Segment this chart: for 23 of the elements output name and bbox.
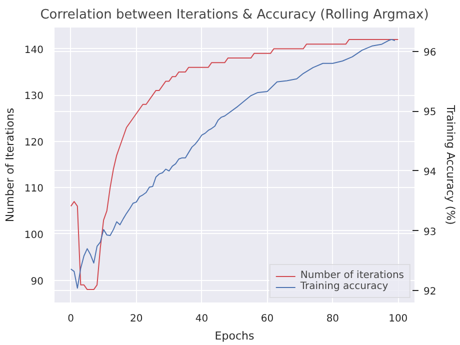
- y-tick-label: 90: [30, 276, 44, 288]
- y-tick-label: 120: [24, 137, 44, 148]
- y2-axis-title: Training Accuracy (%): [444, 104, 458, 225]
- y-tick-label: 110: [24, 184, 44, 195]
- y-tick-label: 130: [24, 91, 44, 102]
- x-tick-label: 40: [195, 314, 208, 324]
- legend-label: Number of iterations: [300, 270, 404, 281]
- x-tick-label: 80: [326, 314, 340, 324]
- y2-tick-label: 96: [424, 47, 436, 58]
- y2-tick-label: 92: [424, 286, 436, 298]
- x-tick-label: 20: [130, 314, 143, 324]
- x-tick-label: 60: [260, 314, 274, 324]
- y-axis-title: Number of Iterations: [3, 108, 16, 222]
- y-tick-label: 140: [24, 44, 44, 56]
- y2-tick-label: 95: [424, 107, 436, 118]
- chart-title: Correlation between Iterations & Accuracy (Rolling Argmax): [40, 8, 429, 22]
- y-tick-label: 100: [24, 230, 44, 241]
- x-tick-label: 0: [68, 314, 74, 324]
- x-axis-title: Epochs: [214, 330, 254, 342]
- y2-tick-label: 94: [424, 166, 436, 178]
- x-tick-label: 100: [388, 314, 408, 324]
- legend-label: Training accuracy: [300, 281, 388, 292]
- y2-tick-label: 93: [424, 226, 436, 238]
